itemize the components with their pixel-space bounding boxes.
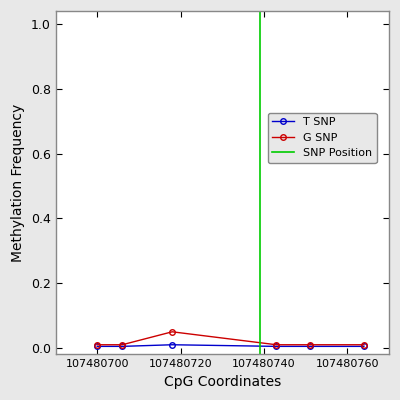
Line: T SNP: T SNP [94,342,367,349]
G SNP [95,342,100,347]
G SNP [307,342,312,347]
Y-axis label: Methylation Frequency: Methylation Frequency [11,104,25,262]
Legend: T SNP, G SNP, SNP Position: T SNP, G SNP, SNP Position [268,113,377,163]
T SNP [362,344,366,349]
G SNP [120,342,124,347]
G SNP [274,342,279,347]
T SNP [95,344,100,349]
T SNP [274,344,279,349]
G SNP [362,342,366,347]
T SNP [307,344,312,349]
Line: G SNP: G SNP [94,329,367,348]
G SNP [170,329,175,334]
T SNP [170,342,175,347]
X-axis label: CpG Coordinates: CpG Coordinates [164,375,281,389]
T SNP [120,344,124,349]
